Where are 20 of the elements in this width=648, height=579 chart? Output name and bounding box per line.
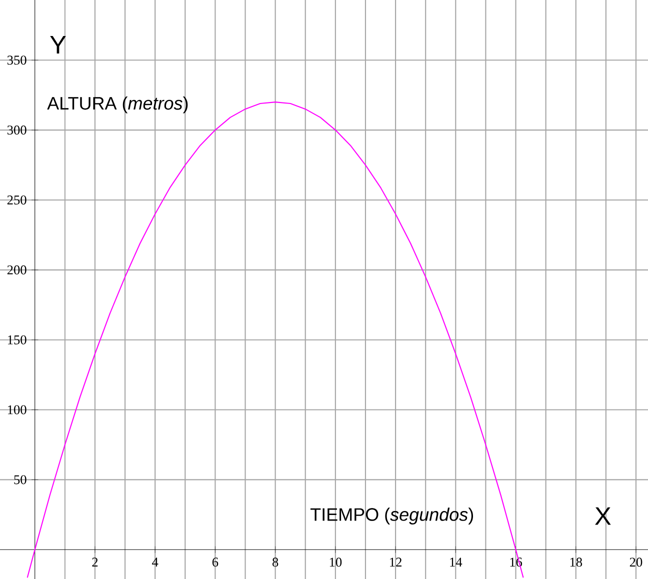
y-tick-label: 250 xyxy=(7,195,26,204)
x-axis-title: X xyxy=(595,507,611,525)
x-tick-label: 6 xyxy=(212,558,218,567)
y-tick-label: 200 xyxy=(7,265,26,274)
y-tick-label: 300 xyxy=(7,126,26,135)
x-tick-label: 10 xyxy=(330,558,342,567)
annotation: ALTURA (metros) xyxy=(47,96,188,114)
y-tick-label: 100 xyxy=(8,405,26,414)
x-tick-label: 2 xyxy=(92,558,98,567)
x-tick-label: 4 xyxy=(152,558,158,566)
x-tick-label: 8 xyxy=(272,558,278,567)
y-tick-label: 150 xyxy=(8,335,26,344)
y-tick-label: 50 xyxy=(14,475,26,484)
annotation: TIEMPO (segundos) xyxy=(310,508,474,524)
x-tick-label: 18 xyxy=(570,558,582,567)
x-tick-label: 20 xyxy=(630,558,642,567)
y-tick-label: 350 xyxy=(7,56,26,65)
y-axis-title: Y xyxy=(50,36,66,54)
x-tick-label: 12 xyxy=(390,558,402,567)
x-tick-label: 14 xyxy=(450,558,462,566)
